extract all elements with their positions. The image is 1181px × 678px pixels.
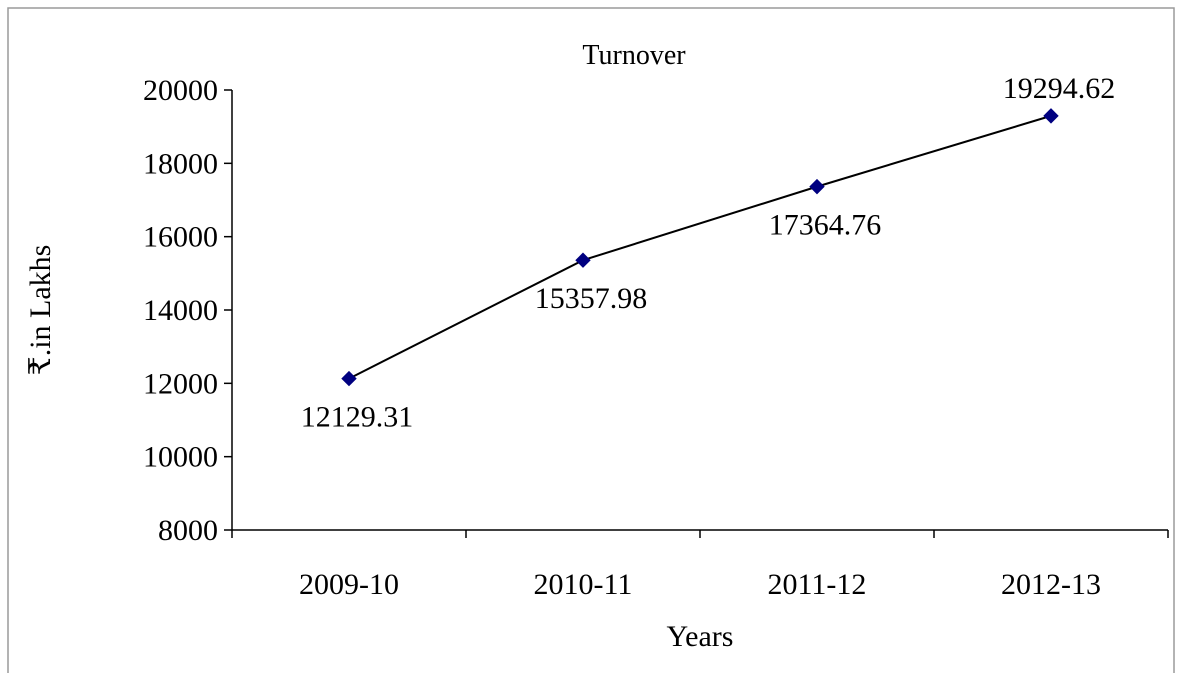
data-label: 17364.76 <box>769 209 882 242</box>
x-tick-label: 2009-10 <box>299 568 399 601</box>
y-tick-label: 8000 <box>158 514 218 547</box>
chart-title: Turnover <box>582 40 686 71</box>
series-line <box>348 114 1052 380</box>
y-axis-label: ₹.in Lakhs <box>24 245 57 376</box>
y-tick-label: 14000 <box>143 294 218 327</box>
y-tick-label: 20000 <box>143 74 218 107</box>
x-tick-label: 2011-12 <box>768 568 867 601</box>
data-point-marker <box>809 178 825 195</box>
data-label: 12129.31 <box>301 401 414 434</box>
x-axis-label: Years <box>667 620 734 653</box>
y-tick-label: 16000 <box>143 221 218 254</box>
y-tick-label: 12000 <box>143 367 218 400</box>
x-tick-label: 2010-11 <box>534 568 633 601</box>
plot-area: 8000 10000 12000 14000 16000 18000 20000 2009-1… <box>143 72 1169 601</box>
data-point-marker <box>575 252 591 268</box>
data-label: 19294.62 <box>1003 72 1116 105</box>
data-point-marker <box>341 370 357 387</box>
y-tick-label: 10000 <box>143 441 218 474</box>
y-tick-label: 18000 <box>143 147 218 180</box>
x-tick-label: 2012-13 <box>1001 568 1101 601</box>
data-label: 15357.98 <box>535 282 648 315</box>
chart-frame <box>7 7 1175 678</box>
data-point-marker <box>1043 108 1059 124</box>
